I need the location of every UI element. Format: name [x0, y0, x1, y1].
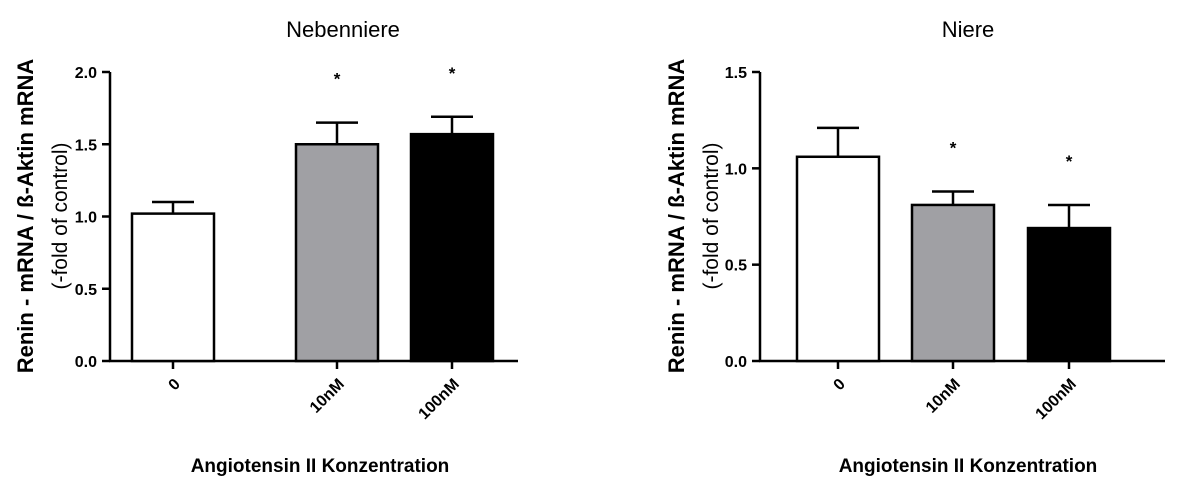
significance-mark: *: [1066, 152, 1073, 171]
bar: [795, 155, 881, 363]
y-axis-label: Renin - mRNA / ß-Aktin mRNA: [13, 59, 38, 374]
y-axis-sublabel: (-fold of control): [700, 142, 723, 289]
x-axis-label: Angiotensin II Konzentration: [839, 456, 1098, 477]
significance-mark: *: [950, 138, 957, 157]
y-tick-label: 0.0: [725, 354, 747, 371]
y-tick-label: 1.0: [75, 210, 97, 227]
bar: [910, 203, 996, 363]
bar: [409, 132, 495, 363]
y-axis-sublabel: (-fold of control): [49, 142, 72, 289]
significance-mark: *: [449, 64, 456, 83]
significance-mark: *: [334, 70, 341, 89]
y-tick-label: 1.5: [75, 137, 97, 154]
bar: [294, 143, 380, 363]
x-tick-label: 0: [831, 376, 849, 394]
y-tick-label: 1.0: [725, 161, 747, 178]
x-axis-label: Angiotensin II Konzentration: [191, 456, 450, 477]
y-axis-label: Renin - mRNA / ß-Aktin mRNA: [664, 59, 689, 374]
chart-1: Nebenniere Renin - mRNA / ß-Aktin mRNA (-f…: [13, 17, 518, 477]
x-tick-label: 100nM: [1033, 376, 1080, 423]
y-tick-label: 0.0: [75, 354, 97, 371]
chart-title: Nebenniere: [286, 17, 400, 42]
chart-title: Niere: [942, 17, 995, 42]
bar: [1026, 226, 1112, 363]
y-tick-label: 0.5: [725, 258, 747, 275]
x-tick-label: 100nM: [416, 376, 463, 423]
x-tick-label: 10nM: [307, 376, 348, 417]
y-tick-label: 1.5: [725, 65, 747, 82]
x-tick-label: 10nM: [923, 376, 964, 417]
y-tick-label: 0.5: [75, 282, 97, 299]
x-tick-label: 0: [166, 376, 184, 394]
bar: [130, 212, 216, 363]
chart-2: Niere Renin - mRNA / ß-Aktin mRNA (-fold o…: [664, 17, 1165, 477]
y-tick-label: 2.0: [75, 65, 97, 82]
